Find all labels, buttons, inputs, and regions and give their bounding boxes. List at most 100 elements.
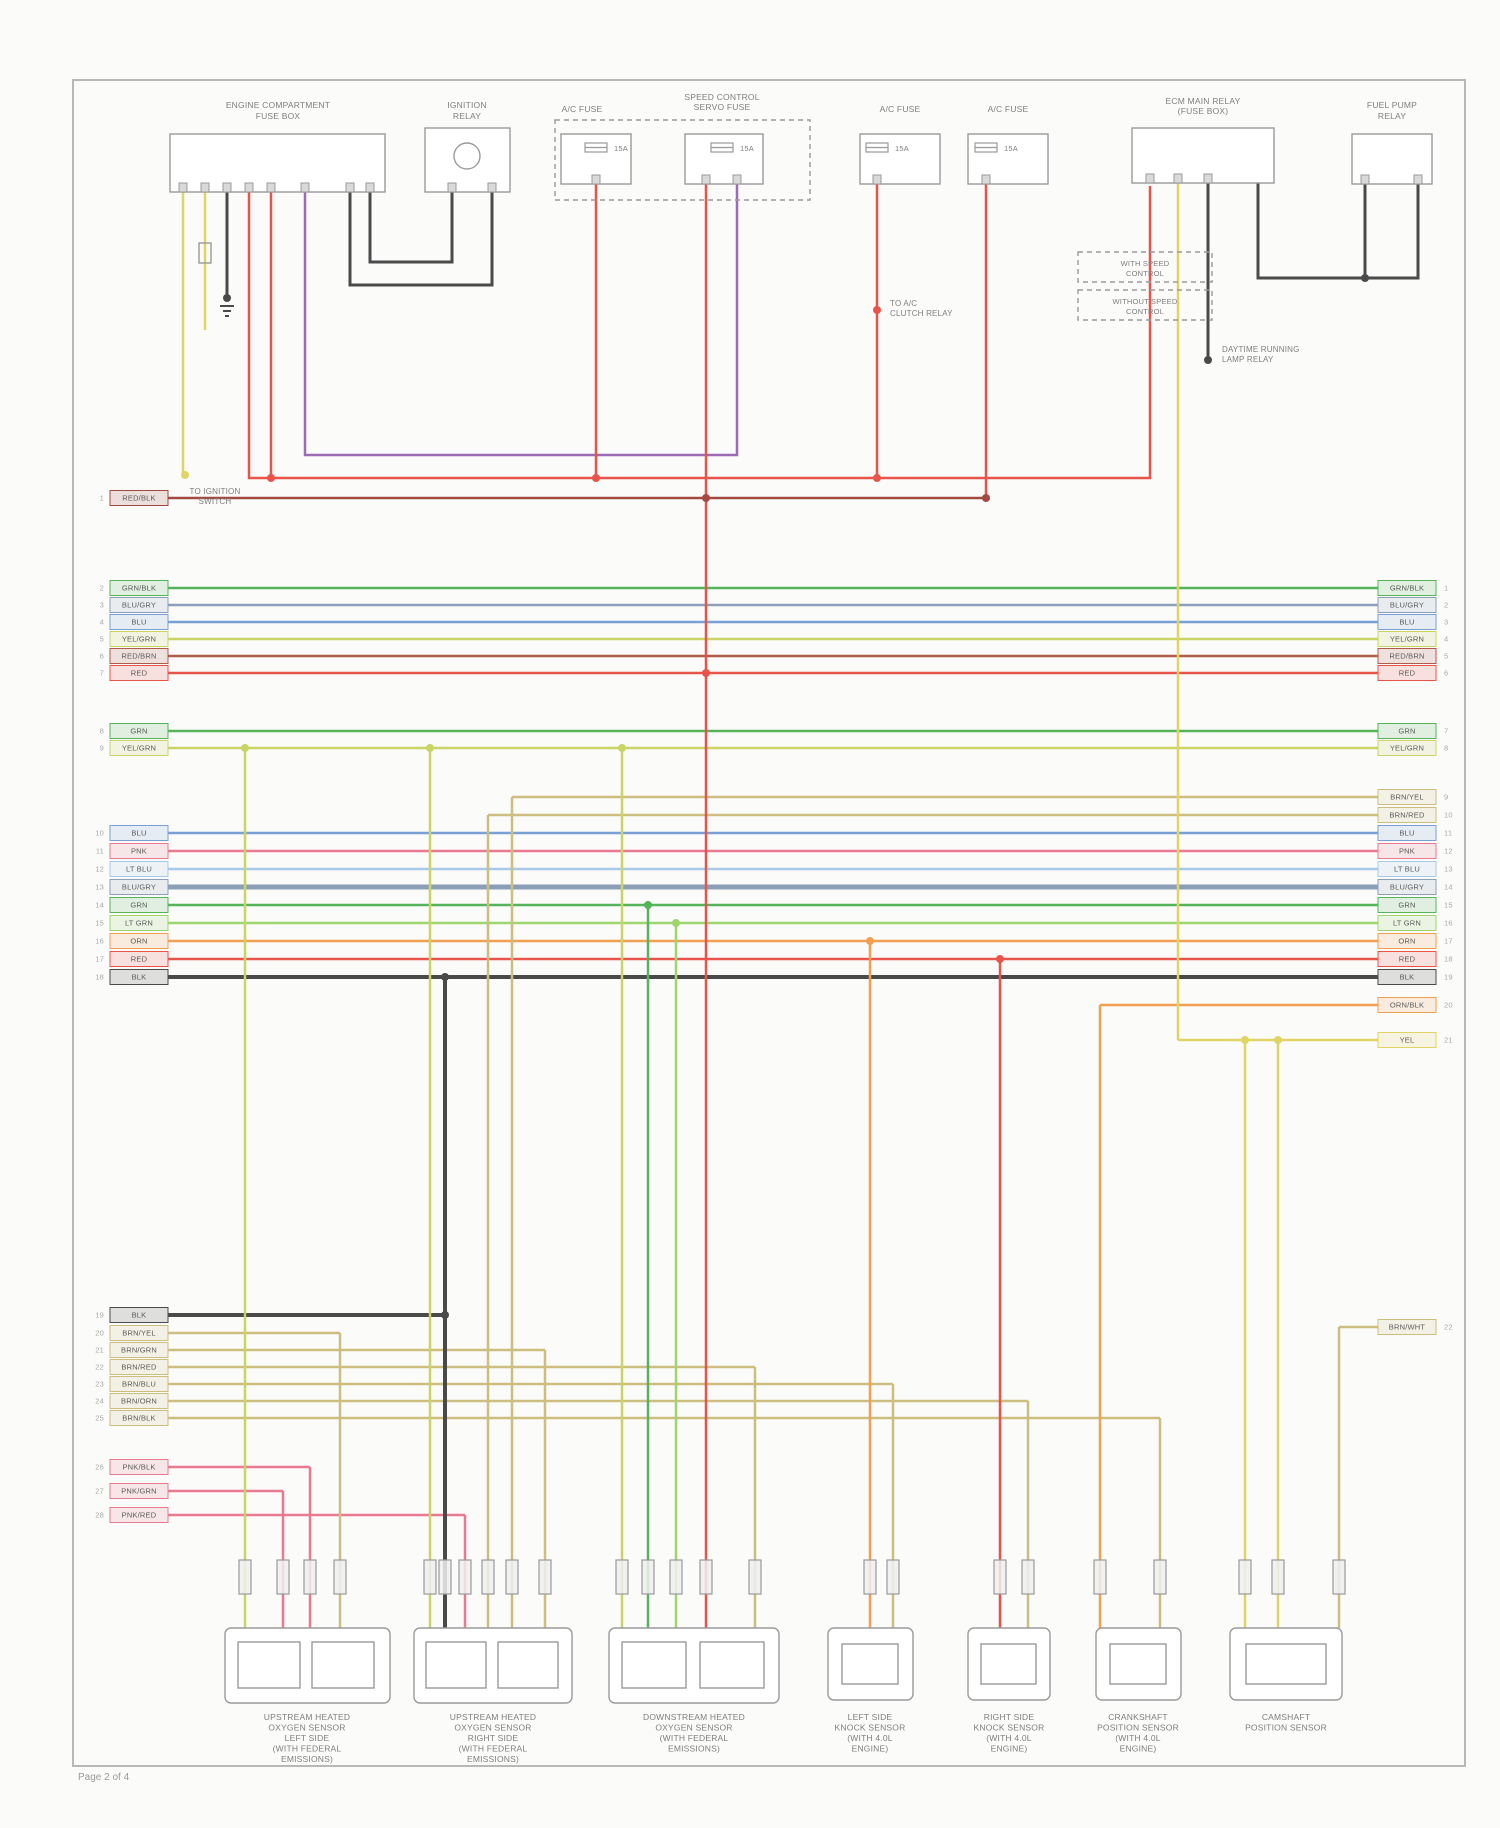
wire-label: BLU/GRY <box>122 601 156 610</box>
wire-label: BLU <box>1399 618 1414 627</box>
wire-label: PNK/BLK <box>122 1463 155 1472</box>
wire-label-box <box>109 1359 169 1375</box>
splice-dot <box>1241 1036 1249 1044</box>
wire-label-box <box>1377 1032 1437 1048</box>
camshaft-sensor-inner <box>1245 1643 1327 1685</box>
label-knock-left: KNOCK SENSOR <box>835 1723 906 1733</box>
wire-label: BRN/ORN <box>121 1397 157 1406</box>
edge-number: 23 <box>95 1380 104 1389</box>
note-to-ignition-switch: TO IGNITION <box>190 487 241 496</box>
edge-number: 8 <box>1444 744 1448 753</box>
label-knock-right: KNOCK SENSOR <box>974 1723 1045 1733</box>
header-ecm-main-relay: ECM MAIN RELAY <box>1166 96 1241 106</box>
wire-label-box <box>109 648 169 664</box>
knock-sensor-right-inner <box>980 1643 1037 1685</box>
connector-block <box>1093 1559 1107 1595</box>
wire-label: GRN <box>130 901 147 910</box>
edge-number: 10 <box>1444 811 1453 820</box>
label-knock-right: RIGHT SIDE <box>984 1712 1035 1722</box>
splice-dot <box>873 306 881 314</box>
splice-dot <box>1361 274 1369 282</box>
fuse-rating-4: 15A <box>1004 144 1018 153</box>
connector-pin <box>1360 174 1370 185</box>
wire-label-box <box>109 580 169 596</box>
splice-dot <box>1204 356 1212 364</box>
wire-label: RED <box>131 955 148 964</box>
connector-block <box>615 1559 629 1595</box>
splice-dot <box>426 744 434 752</box>
edge-number: 28 <box>95 1511 104 1520</box>
label-o2-left: OXYGEN SENSOR <box>268 1723 345 1733</box>
label-o2-right: UPSTREAM HEATED <box>450 1712 536 1722</box>
header-ignition-relay: RELAY <box>453 111 481 121</box>
label-o2-down: DOWNSTREAM HEATED <box>643 1712 745 1722</box>
fuse-rating-3: 15A <box>895 144 909 153</box>
wire-label: GRN <box>1398 901 1415 910</box>
o2-sensor-left-inner-1 <box>237 1641 301 1689</box>
o2-sensor-down-inner-2 <box>699 1641 765 1689</box>
o2-sensor-right-inner-2 <box>497 1641 559 1689</box>
wire-label-box <box>1377 997 1437 1013</box>
splice-dot <box>441 1311 449 1319</box>
connector-block <box>886 1559 900 1595</box>
fuse-box <box>169 133 386 193</box>
wire-label-box <box>1377 631 1437 647</box>
wire-label-box <box>1377 665 1437 681</box>
diagram-frame <box>72 79 1466 1767</box>
connector-block <box>1153 1559 1167 1595</box>
note-drl-relay: DAYTIME RUNNING <box>1222 345 1300 354</box>
wire-label-box <box>1377 723 1437 739</box>
connector-pin <box>447 182 457 193</box>
label-o2-left: (WITH FEDERAL <box>273 1744 342 1754</box>
edge-number: 1 <box>1444 584 1448 593</box>
wire-label: GRN/BLK <box>1390 584 1424 593</box>
edge-number: 22 <box>1444 1323 1453 1332</box>
wire-label: PNK <box>1399 847 1415 856</box>
connector-block <box>238 1559 252 1595</box>
connector-block <box>1271 1559 1285 1595</box>
connector-pin <box>732 174 742 185</box>
wire-label-box <box>1377 897 1437 913</box>
wire-label: BRN/YEL <box>1390 793 1424 802</box>
wire-label-box <box>1377 807 1437 823</box>
connector-pin <box>1173 173 1183 184</box>
splice-dot <box>702 494 710 502</box>
wire-label-box <box>109 597 169 613</box>
wire-label-box <box>1377 1319 1437 1335</box>
wire-label-box <box>1377 861 1437 877</box>
wire-label: LT GRN <box>1393 919 1421 928</box>
connector-block <box>669 1559 683 1595</box>
splice-dot <box>223 294 231 302</box>
edge-number: 5 <box>100 635 104 644</box>
wire-label: BLK <box>132 1311 147 1320</box>
edge-number: 17 <box>95 955 104 964</box>
edge-number: 14 <box>1444 883 1453 892</box>
wire-label-box <box>1377 614 1437 630</box>
connector-block <box>641 1559 655 1595</box>
note-with-speed-control: WITH SPEED <box>1121 259 1170 268</box>
splice-dot <box>996 955 1004 963</box>
wire-label-box <box>109 1459 169 1475</box>
connector-block <box>748 1559 762 1595</box>
wire-label: RED <box>1399 669 1416 678</box>
wire-label: BRN/GRN <box>121 1346 157 1355</box>
edge-number: 19 <box>95 1311 104 1320</box>
splice-dot <box>672 919 680 927</box>
wire-label-box <box>1377 648 1437 664</box>
connector-pin <box>178 182 188 193</box>
wire-label: BLU/GRY <box>122 883 156 892</box>
connector-block <box>1332 1559 1346 1595</box>
wire-label-box <box>109 1307 169 1323</box>
header-fuse-box: ENGINE COMPARTMENT <box>226 100 330 110</box>
note-without-speed-control: WITHOUT SPEED <box>1113 297 1178 306</box>
wire-label-box <box>1377 597 1437 613</box>
page-footer: Page 2 of 4 <box>78 1772 130 1783</box>
wire-label-box <box>109 861 169 877</box>
connector-pin <box>300 182 310 193</box>
wire <box>368 192 454 264</box>
label-o2-left: UPSTREAM HEATED <box>264 1712 350 1722</box>
ignition-relay-box <box>424 127 511 193</box>
splice-dot <box>702 669 710 677</box>
connector-pin <box>487 182 497 193</box>
